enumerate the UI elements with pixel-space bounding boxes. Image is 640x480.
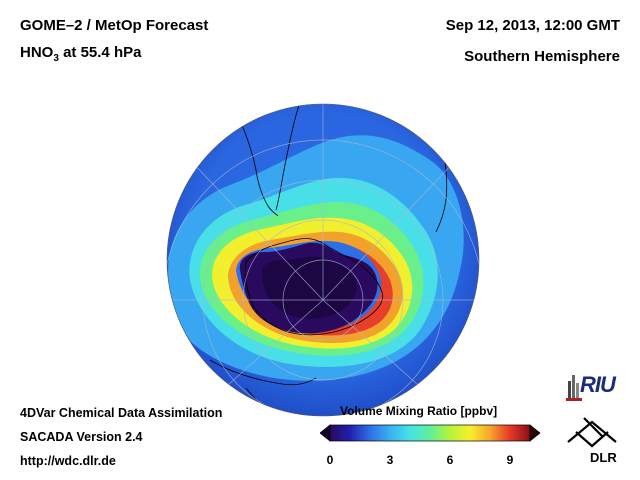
species-subscript: 3 <box>53 53 59 64</box>
colorbar-tick-label: 3 <box>386 453 394 467</box>
globe-field <box>167 104 479 416</box>
colorbar-under-arrow <box>320 424 331 442</box>
forecast-date: Sep 12, 2013, 12:00 GMT <box>445 17 620 34</box>
colorbar <box>320 424 541 442</box>
field-core-dark <box>262 256 357 319</box>
dlr-logo-text: DLR <box>590 450 617 465</box>
coast-south-america-east <box>275 104 301 211</box>
pressure-level: at 55.4 hPa <box>58 44 142 61</box>
colorbar-tick-label: 6 <box>446 453 454 467</box>
dlr-logo-icon <box>567 417 617 448</box>
colorbar-gradient <box>329 424 531 442</box>
species-level: HNO3 at 55.4 hPa <box>20 44 141 64</box>
globe-outline <box>166 103 480 417</box>
riu-logo-icon <box>566 375 582 401</box>
colorbar-title: Volume Mixing Ratio [ppbv] <box>340 404 498 418</box>
footer-system: 4DVar Chemical Data Assimilation <box>20 406 223 420</box>
coast-south-america <box>235 111 279 217</box>
graticule-meridian <box>322 159 457 301</box>
map-title: GOME–2 / MetOp Forecast <box>20 17 209 34</box>
coast-australia <box>209 359 317 386</box>
riu-logo-text: RIU <box>580 372 616 397</box>
species-name: HNO <box>20 44 54 61</box>
region-label: Southern Hemisphere <box>464 48 620 65</box>
footer-url[interactable]: http://wdc.dlr.de <box>20 454 116 468</box>
colorbar-tick-label: 0 <box>326 453 334 467</box>
footer-version: SACADA Version 2.4 <box>20 430 143 444</box>
coastlines <box>209 104 448 411</box>
graticule-meridian <box>189 159 324 301</box>
colorbar-tick-label: 9 <box>506 453 514 467</box>
coast-antarctica <box>244 238 384 336</box>
colorbar-over-arrow <box>529 424 541 442</box>
